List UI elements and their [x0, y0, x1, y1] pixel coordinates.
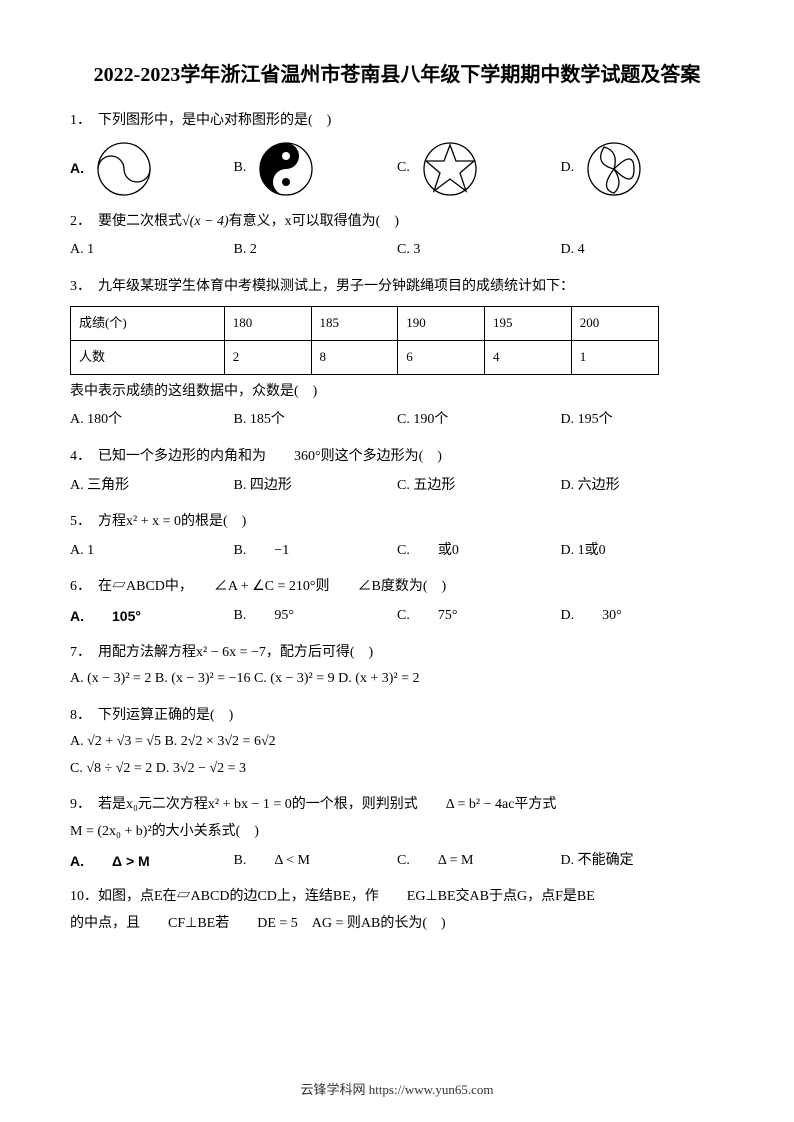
q3-opt-c: C. 190个 — [397, 407, 561, 434]
q3-num: 3． — [70, 274, 98, 301]
q6-opt-d: D. 30° — [561, 603, 725, 630]
cell: 185 — [311, 307, 398, 341]
q1-a-label: A. — [70, 155, 84, 182]
cell: 8 — [311, 341, 398, 375]
q9-num: 9． — [70, 792, 98, 819]
q5-opt-c: C. 或0 — [397, 538, 561, 565]
q2-opt-d: D. 4 — [561, 237, 725, 264]
q6-num: 6． — [70, 574, 98, 601]
q2-text2: 有意义，x可以取得值为( ) — [229, 209, 399, 236]
question-7: 7． 用配方法解方程x² − 6x = −7，配方后可得( ) A. (x − … — [70, 640, 724, 693]
cell: 190 — [398, 307, 485, 341]
q8-line1: A. √2 + √3 = √5 B. 2√2 × 3√2 = 6√2 — [70, 729, 724, 756]
cell: 1 — [571, 341, 658, 375]
q5-opt-d: D. 1或0 — [561, 538, 725, 565]
q9-text2: M = (2x₀ + b)²的大小关系式( ) — [70, 819, 724, 846]
q1-opt-a: A. — [70, 139, 234, 199]
q2-expr: √(x − 4) — [182, 209, 229, 236]
shape-c-icon — [420, 139, 480, 199]
q5-text: 方程x² + x = 0的根是( ) — [98, 509, 246, 536]
q8-num: 8． — [70, 703, 98, 730]
q6-opt-c: C. 75° — [397, 603, 561, 630]
question-10: 10． 如图，点E在▱ABCD的边CD上，连结BE，作 EG⊥BE交AB于点G，… — [70, 884, 724, 937]
q9-opt-d: D. 不能确定 — [561, 848, 725, 875]
page-title: 2022-2023学年浙江省温州市苍南县八年级下学期期中数学试题及答案 — [70, 60, 724, 90]
question-5: 5． 方程x² + x = 0的根是( ) A. 1 B. −1 C. 或0 D… — [70, 509, 724, 564]
q7-text: 用配方法解方程x² − 6x = −7，配方后可得( ) — [98, 640, 373, 667]
q4-num: 4． — [70, 444, 98, 471]
q7-opts: A. (x − 3)² = 2 B. (x − 3)² = −16 C. (x … — [70, 666, 724, 693]
q4-opt-b: B. 四边形 — [234, 473, 398, 500]
q4-text: 已知一个多边形的内角和为 360°则这个多边形为( ) — [98, 444, 442, 471]
q5-opt-a: A. 1 — [70, 538, 234, 565]
question-9: 9． 若是x₀元二次方程x² + bx − 1 = 0的一个根，则判别式 Δ =… — [70, 792, 724, 874]
q1-opt-b: B. — [234, 139, 398, 199]
q3-opt-a: A. 180个 — [70, 407, 234, 434]
q1-num: 1． — [70, 108, 98, 135]
footer-text: 云锋学科网 https://www.yun65.com — [0, 1079, 794, 1098]
q4-opt-c: C. 五边形 — [397, 473, 561, 500]
table-row: 人数 2 8 6 4 1 — [71, 341, 659, 375]
q2-opt-b: B. 2 — [234, 237, 398, 264]
q1-d-label: D. — [561, 155, 575, 182]
question-8: 8． 下列运算正确的是( ) A. √2 + √3 = √5 B. 2√2 × … — [70, 703, 724, 783]
q2-opt-a: A. 1 — [70, 237, 234, 264]
q1-b-label: B. — [234, 155, 247, 182]
q5-num: 5． — [70, 509, 98, 536]
cell: 6 — [398, 341, 485, 375]
q9-opt-c: C. Δ = M — [397, 848, 561, 875]
table-row: 成绩(个) 180 185 190 195 200 — [71, 307, 659, 341]
q10-text2: 的中点，且 CF⊥BE若 DE = 5 AG = 则AB的长为( ) — [70, 911, 724, 938]
question-2: 2． 要使二次根式 √(x − 4) 有意义，x可以取得值为( ) A. 1 B… — [70, 209, 724, 264]
question-6: 6． 在▱ABCD中， ∠A + ∠C = 210°则 ∠B度数为( ) A. … — [70, 574, 724, 629]
q10-num: 10． — [70, 884, 98, 911]
question-1: 1． 下列图形中，是中心对称图形的是( ) A. B. C. — [70, 108, 724, 199]
shape-d-icon — [584, 139, 644, 199]
q1-c-label: C. — [397, 155, 410, 182]
cell: 成绩(个) — [71, 307, 225, 341]
question-4: 4． 已知一个多边形的内角和为 360°则这个多边形为( ) A. 三角形 B.… — [70, 444, 724, 499]
q1-text: 下列图形中，是中心对称图形的是( ) — [98, 108, 331, 135]
q1-opt-c: C. — [397, 139, 561, 199]
q2-text: 要使二次根式 — [98, 209, 182, 236]
q8-text: 下列运算正确的是( ) — [98, 703, 233, 730]
q1-opt-d: D. — [561, 139, 725, 199]
cell: 人数 — [71, 341, 225, 375]
question-3: 3． 九年级某班学生体育中考模拟测试上，男子一分钟跳绳项目的成绩统计如下： 成绩… — [70, 274, 724, 434]
shape-b-icon — [256, 139, 316, 199]
cell: 200 — [571, 307, 658, 341]
q10-text1: 如图，点E在▱ABCD的边CD上，连结BE，作 EG⊥BE交AB于点G，点F是B… — [98, 884, 595, 911]
q4-opt-d: D. 六边形 — [561, 473, 725, 500]
q3-text: 九年级某班学生体育中考模拟测试上，男子一分钟跳绳项目的成绩统计如下： — [98, 274, 574, 301]
q3-opt-b: B. 185个 — [234, 407, 398, 434]
cell: 4 — [485, 341, 572, 375]
q5-opt-b: B. −1 — [234, 538, 398, 565]
q6-opt-a: A. 105° — [70, 603, 234, 630]
q7-num: 7． — [70, 640, 98, 667]
q9-text1: 若是x₀元二次方程x² + bx − 1 = 0的一个根，则判别式 Δ = b²… — [98, 792, 556, 819]
q6-text: 在▱ABCD中， ∠A + ∠C = 210°则 ∠B度数为( ) — [98, 574, 446, 601]
q3-after: 表中表示成绩的这组数据中，众数是( ) — [70, 379, 724, 406]
cell: 2 — [224, 341, 311, 375]
q2-opt-c: C. 3 — [397, 237, 561, 264]
q9-opt-a: A. Δ > M — [70, 848, 234, 875]
q6-opt-b: B. 95° — [234, 603, 398, 630]
shape-a-icon — [94, 139, 154, 199]
q2-num: 2． — [70, 209, 98, 236]
score-table: 成绩(个) 180 185 190 195 200 人数 2 8 6 4 1 — [70, 306, 659, 374]
cell: 195 — [485, 307, 572, 341]
q8-line2: C. √8 ÷ √2 = 2 D. 3√2 − √2 = 3 — [70, 756, 724, 783]
cell: 180 — [224, 307, 311, 341]
q3-opt-d: D. 195个 — [561, 407, 725, 434]
q4-opt-a: A. 三角形 — [70, 473, 234, 500]
q9-opt-b: B. Δ < M — [234, 848, 398, 875]
